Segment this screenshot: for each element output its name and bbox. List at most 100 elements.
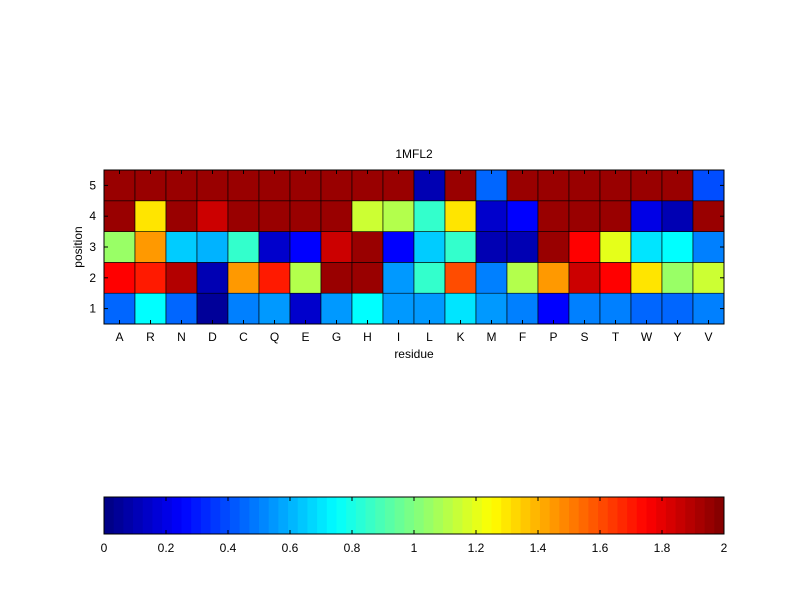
heatmap-cell xyxy=(196,262,229,294)
heatmap-cell xyxy=(568,231,601,263)
colorbar-tick-label: 2 xyxy=(721,541,728,555)
colorbar-swatch xyxy=(559,497,570,534)
heatmap-cell xyxy=(382,292,415,325)
heatmap-cell xyxy=(692,169,725,202)
colorbar-swatch xyxy=(685,497,696,534)
colorbar-swatch xyxy=(317,497,328,534)
heatmap-cell xyxy=(630,231,663,263)
colorbar-ticks: 0 0.2 0.4 0.6 0.8 1 1.2 1.4 1.6 1.8 2 xyxy=(101,497,728,555)
heatmap-cell xyxy=(568,262,601,294)
colorbar-tick-label: 0.6 xyxy=(282,541,299,555)
heatmap-cell xyxy=(103,169,136,202)
colorbar-swatch xyxy=(530,497,541,534)
heatmap-cell xyxy=(413,169,446,202)
colorbar-tick-label: 0 xyxy=(101,541,108,555)
heatmap-cell xyxy=(568,200,601,232)
colorbar-swatch xyxy=(462,497,473,534)
heatmap-cell xyxy=(320,169,353,202)
heatmap-cell xyxy=(103,231,136,263)
heatmap-cell xyxy=(568,169,601,202)
heatmap-cell xyxy=(165,200,198,232)
heatmap-cell xyxy=(134,200,167,232)
colorbar-swatch xyxy=(162,497,173,534)
y-axis-label: position xyxy=(71,226,85,267)
colorbar-tick-label: 0.8 xyxy=(344,541,361,555)
heatmap-cell xyxy=(537,262,570,294)
colorbar-tick-label: 1.8 xyxy=(654,541,671,555)
colorbar-swatch xyxy=(549,497,560,534)
colorbar-swatch xyxy=(491,497,502,534)
heatmap-cell xyxy=(227,292,260,325)
heatmap-cell xyxy=(444,231,477,263)
heatmap-cell xyxy=(320,200,353,232)
heatmap-cell xyxy=(444,262,477,294)
heatmap-cell xyxy=(382,200,415,232)
x-tick-label: D xyxy=(208,330,217,344)
heatmap-cell xyxy=(165,262,198,294)
heatmap-cell xyxy=(103,292,136,325)
heatmap-cell xyxy=(475,292,508,325)
heatmap-cell xyxy=(599,262,632,294)
y-tick-label: 5 xyxy=(89,178,96,192)
heatmap-cell xyxy=(661,200,694,232)
heatmap-cell xyxy=(413,231,446,263)
colorbar-swatch xyxy=(375,497,386,534)
colorbar-swatch xyxy=(627,497,638,534)
heatmap-cell xyxy=(506,231,539,263)
colorbar-swatch xyxy=(714,497,725,534)
x-tick-label: Q xyxy=(270,330,279,344)
heatmap-cell xyxy=(475,200,508,232)
heatmap-cell xyxy=(289,169,322,202)
colorbar-swatch xyxy=(191,497,202,534)
heatmap-cell xyxy=(661,169,694,202)
y-tick-label: 3 xyxy=(89,240,96,254)
heatmap-cell xyxy=(134,231,167,263)
heatmap-cell xyxy=(320,262,353,294)
heatmap-cell xyxy=(692,262,725,294)
colorbar-swatch xyxy=(617,497,628,534)
x-tick-label: H xyxy=(363,330,372,344)
heatmap-cell xyxy=(103,262,136,294)
heatmap-cell xyxy=(506,200,539,232)
colorbar-swatch xyxy=(152,497,163,534)
heatmap-cell xyxy=(692,231,725,263)
heatmap-cell xyxy=(661,262,694,294)
x-tick-label: L xyxy=(426,330,433,344)
y-tick-label: 2 xyxy=(89,271,96,285)
heatmap-cell xyxy=(196,200,229,232)
heatmap-cell xyxy=(351,231,384,263)
heatmap-cell xyxy=(165,169,198,202)
heatmap-cell xyxy=(258,292,291,325)
heatmap-cell xyxy=(537,169,570,202)
colorbar-swatch xyxy=(278,497,289,534)
heatmap-cell xyxy=(289,231,322,263)
colorbar-swatch xyxy=(346,497,357,534)
colorbar-swatch xyxy=(433,497,444,534)
colorbar-swatch xyxy=(229,497,241,534)
colorbar-swatch xyxy=(694,497,706,534)
colorbar-swatch xyxy=(268,497,279,534)
heatmap-cell xyxy=(599,292,632,325)
colorbar-swatch xyxy=(220,497,231,534)
x-tick-label: P xyxy=(549,330,557,344)
colorbar-swatch xyxy=(481,497,492,534)
heatmap-cell xyxy=(506,262,539,294)
x-tick-label: G xyxy=(332,330,341,344)
colorbar-swatch xyxy=(607,497,618,534)
heatmap-cell xyxy=(382,262,415,294)
colorbar-tick-label: 0.4 xyxy=(220,541,237,555)
heatmap-cell xyxy=(351,262,384,294)
heatmap-cell xyxy=(630,292,663,325)
heatmap-cell xyxy=(413,200,446,232)
heatmap-cell xyxy=(692,200,725,232)
colorbar-swatch xyxy=(414,497,425,534)
heatmap-cell xyxy=(537,292,570,325)
colorbar-tick-label: 1.2 xyxy=(468,541,485,555)
heatmap-cell xyxy=(258,169,291,202)
heatmap-cell xyxy=(475,169,508,202)
x-tick-label: I xyxy=(397,330,400,344)
colorbar-tick-label: 0.2 xyxy=(158,541,175,555)
colorbar-swatch xyxy=(384,497,396,534)
colorbar-swatch xyxy=(113,497,124,534)
